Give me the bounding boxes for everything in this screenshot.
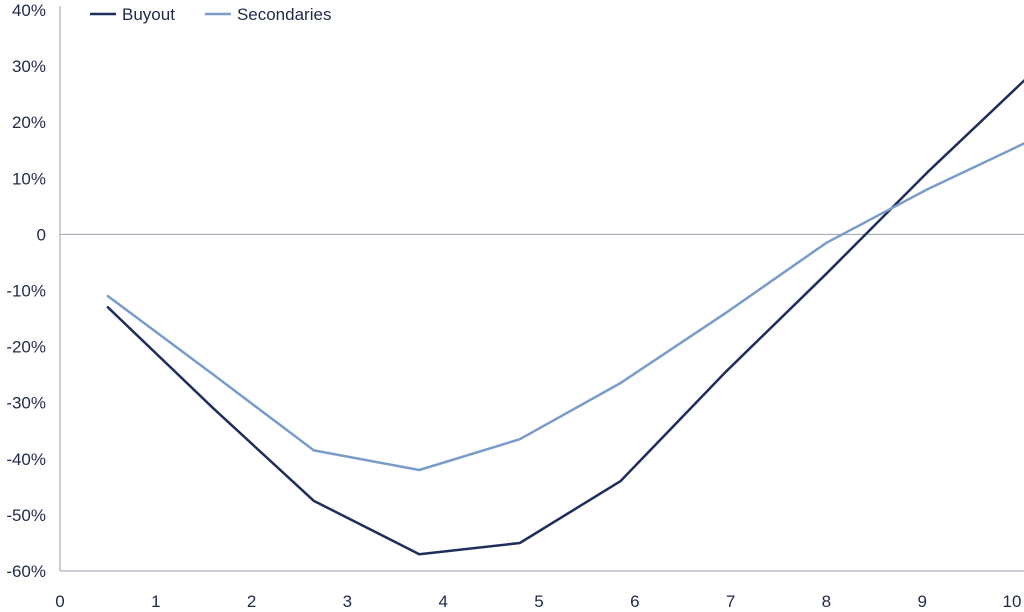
series-line-buyout bbox=[106, 78, 1024, 556]
y-tick-label: -50% bbox=[6, 506, 46, 525]
x-tick-labels: 0 1 2 3 4 5 6 7 8 9 10 bbox=[55, 592, 1021, 611]
legend-label-secondaries: Secondaries bbox=[237, 5, 332, 24]
y-tick-label: 20% bbox=[12, 113, 46, 132]
y-tick-label: -30% bbox=[6, 394, 46, 413]
legend: Buyout Secondaries bbox=[90, 5, 331, 24]
y-tick-label: -20% bbox=[6, 338, 46, 357]
y-tick-label: 0 bbox=[37, 225, 46, 244]
series-lines bbox=[106, 78, 1024, 556]
x-tick-label: 4 bbox=[438, 592, 447, 611]
x-tick-label: 7 bbox=[726, 592, 735, 611]
x-tick-label: 9 bbox=[917, 592, 926, 611]
y-tick-labels: 40% 30% 20% 10% 0 -10% -20% -30% -40% -50% -60% bbox=[6, 1, 46, 581]
x-tick-label: 10 bbox=[1003, 592, 1022, 611]
y-tick-label: -40% bbox=[6, 450, 46, 469]
series-line-secondaries bbox=[106, 142, 1024, 472]
x-tick-label: 1 bbox=[151, 592, 160, 611]
x-tick-label: 3 bbox=[343, 592, 352, 611]
y-tick-label: 40% bbox=[12, 1, 46, 20]
y-tick-label: -10% bbox=[6, 282, 46, 301]
x-tick-label: 8 bbox=[822, 592, 831, 611]
y-tick-label: -60% bbox=[6, 562, 46, 581]
x-tick-label: 5 bbox=[534, 592, 543, 611]
y-tick-label: 10% bbox=[12, 169, 46, 188]
axes bbox=[59, 6, 1024, 572]
x-tick-label: 0 bbox=[55, 592, 64, 611]
y-tick-label: 30% bbox=[12, 57, 46, 76]
legend-label-buyout: Buyout bbox=[122, 5, 175, 24]
x-tick-label: 6 bbox=[630, 592, 639, 611]
x-tick-label: 2 bbox=[247, 592, 256, 611]
